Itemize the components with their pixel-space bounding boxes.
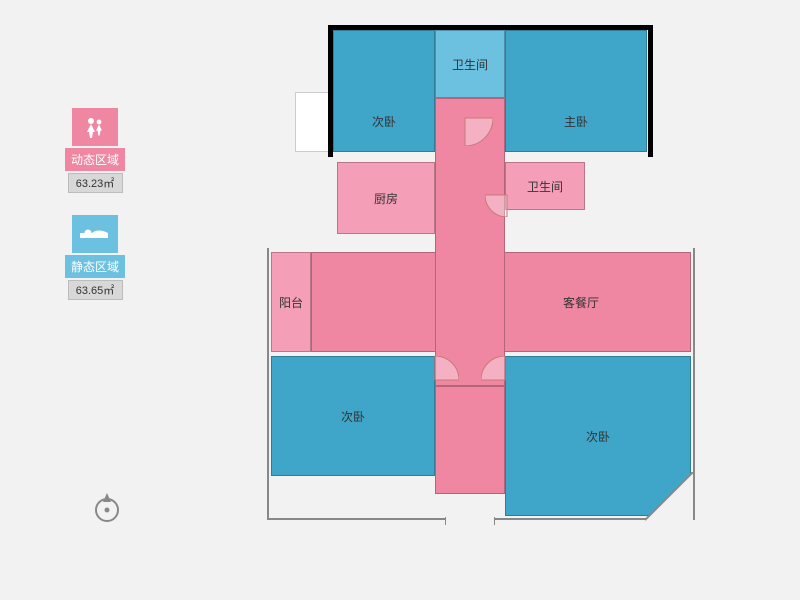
corner-cut bbox=[645, 472, 705, 532]
room-balcony: 阳台 bbox=[271, 252, 311, 352]
legend-panel: 动态区域 63.23㎡ 静态区域 63.65㎡ bbox=[60, 108, 130, 322]
door-arc bbox=[481, 356, 529, 404]
floorplan: 次卧次卧客餐厅阳台卫生间厨房主卧卫生间次卧 bbox=[255, 20, 730, 580]
legend-dynamic: 动态区域 63.23㎡ bbox=[60, 108, 130, 193]
entry-door bbox=[445, 517, 495, 525]
room-label: 卫生间 bbox=[527, 178, 563, 195]
door-arc bbox=[485, 173, 529, 217]
room-label: 厨房 bbox=[374, 190, 398, 207]
legend-dynamic-value: 63.23㎡ bbox=[68, 173, 123, 193]
door-arc bbox=[437, 90, 493, 146]
door-arc bbox=[411, 356, 459, 404]
legend-dynamic-label: 动态区域 bbox=[65, 148, 125, 171]
people-icon bbox=[72, 108, 118, 146]
room-label: 次卧 bbox=[586, 428, 610, 445]
room-kitchen: 厨房 bbox=[337, 162, 435, 234]
room-bath1: 卫生间 bbox=[435, 30, 505, 98]
room-label: 主卧 bbox=[564, 113, 588, 130]
legend-static-label: 静态区域 bbox=[65, 255, 125, 278]
compass-icon bbox=[90, 490, 124, 529]
sleep-icon bbox=[72, 215, 118, 253]
room-label: 客餐厅 bbox=[563, 294, 599, 311]
room-master: 主卧 bbox=[505, 30, 647, 152]
room-label: 次卧 bbox=[372, 113, 396, 130]
room-bed2-top: 次卧 bbox=[333, 30, 435, 152]
room-label: 阳台 bbox=[279, 294, 303, 311]
room-label: 次卧 bbox=[341, 408, 365, 425]
room-label: 卫生间 bbox=[452, 56, 488, 73]
side-balcony bbox=[295, 92, 331, 152]
legend-static-value: 63.65㎡ bbox=[68, 280, 123, 300]
legend-static: 静态区域 63.65㎡ bbox=[60, 215, 130, 300]
